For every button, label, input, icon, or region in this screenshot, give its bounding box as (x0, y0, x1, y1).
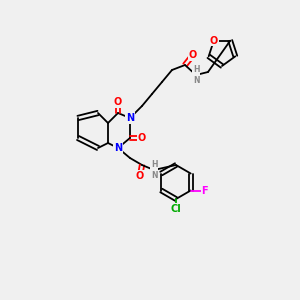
Text: O: O (138, 133, 146, 143)
Text: H
N: H N (151, 160, 157, 180)
Text: F: F (201, 185, 208, 196)
Text: O: O (210, 36, 218, 46)
Text: H
N: H N (193, 65, 199, 85)
Text: N: N (114, 143, 122, 153)
Text: O: O (136, 171, 144, 181)
Text: Cl: Cl (171, 204, 182, 214)
Text: O: O (189, 50, 197, 60)
Text: N: N (126, 113, 134, 123)
Text: O: O (114, 97, 122, 107)
